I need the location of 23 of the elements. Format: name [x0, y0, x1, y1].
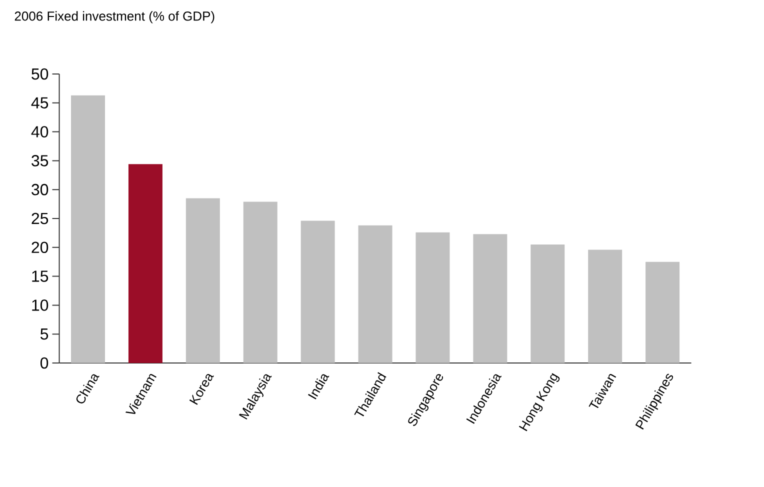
bar — [71, 95, 106, 363]
y-tick-label: 5 — [40, 328, 48, 340]
y-tick-label: 15 — [32, 270, 48, 282]
y-tick-label: 25 — [32, 212, 48, 224]
y-tick-label: 20 — [32, 242, 48, 254]
y-tick-label: 0 — [40, 357, 48, 369]
bar — [588, 250, 622, 363]
bar — [646, 262, 680, 363]
y-tick-label: 50 — [32, 68, 48, 80]
y-tick-label: 10 — [32, 300, 48, 311]
y-tick-label: 30 — [32, 184, 48, 196]
bar — [300, 220, 335, 363]
chart-title: 2006 Fixed investment (% of GDP) — [14, 11, 214, 24]
bar — [243, 202, 278, 363]
y-tick-label: 45 — [31, 97, 48, 108]
bar — [128, 164, 162, 363]
bar — [416, 232, 450, 363]
bar — [530, 244, 565, 363]
bar — [186, 198, 220, 363]
bar — [473, 234, 508, 363]
bar — [358, 225, 392, 363]
y-tick-label: 40 — [31, 126, 48, 138]
y-tick-label: 35 — [32, 155, 48, 166]
